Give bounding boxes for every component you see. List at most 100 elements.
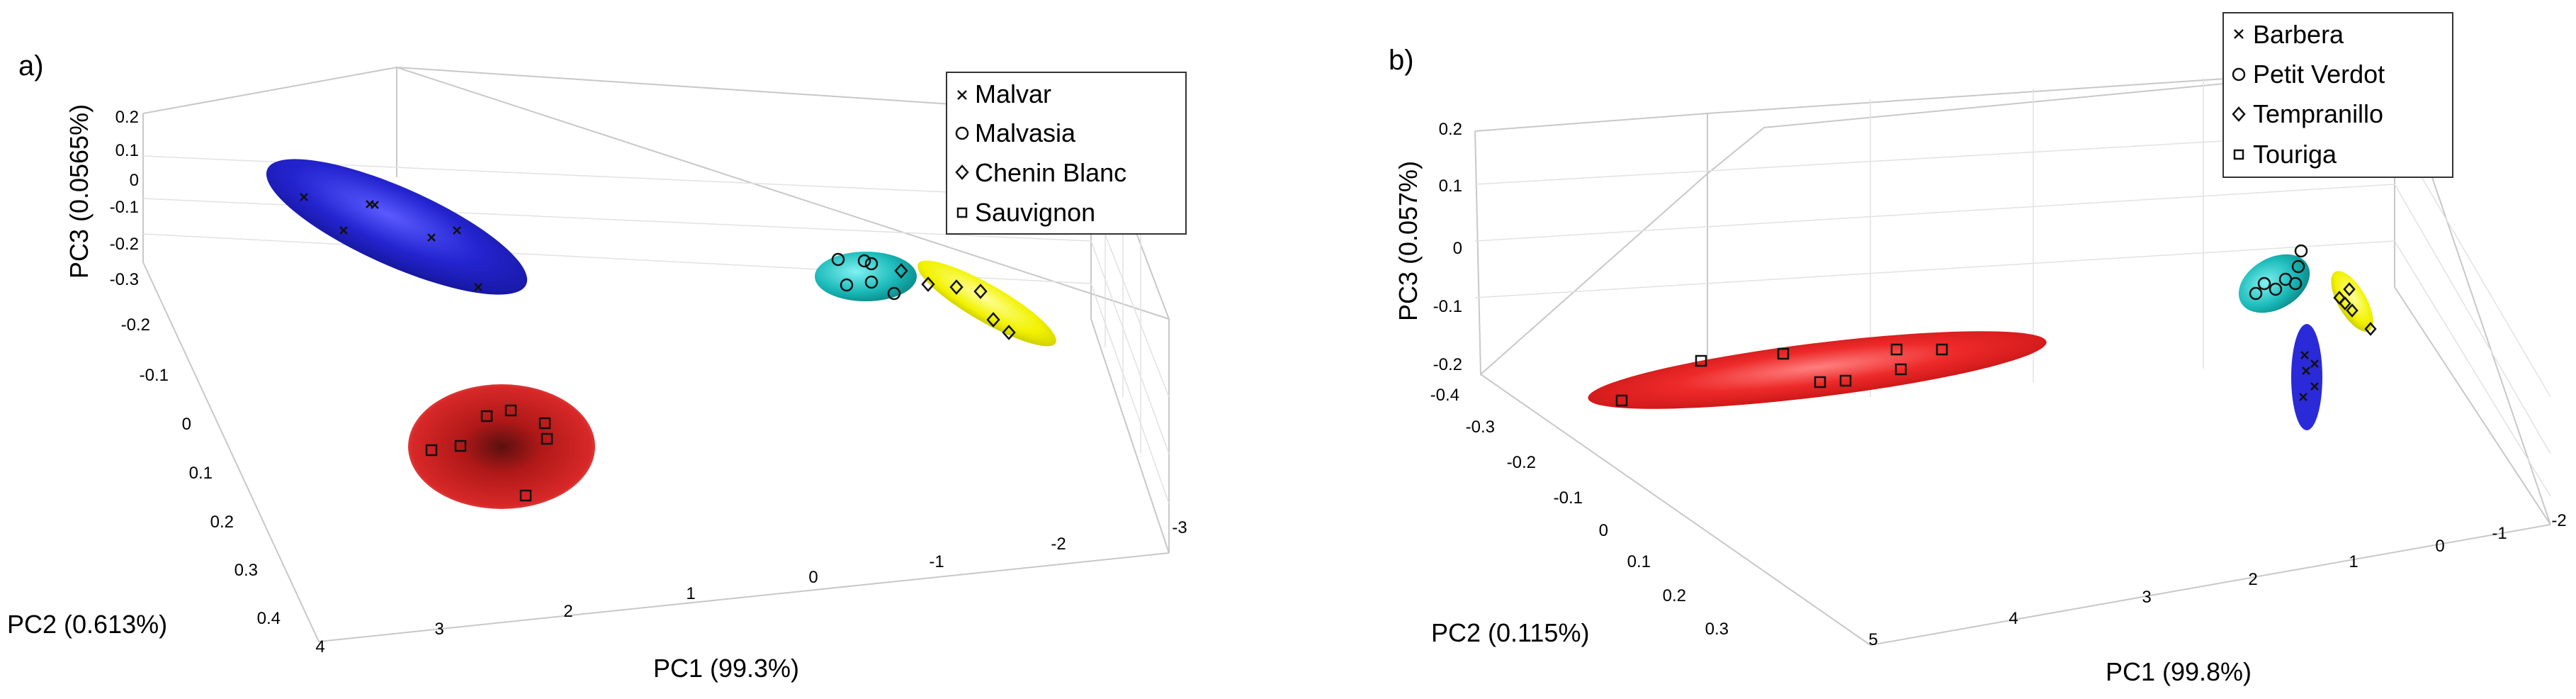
sauvignon-point xyxy=(541,432,553,445)
y-tick: 0.2 xyxy=(210,513,234,532)
x-tick: -1 xyxy=(929,552,944,571)
touriga-point xyxy=(1894,363,1907,376)
y-tick: 0 xyxy=(182,415,191,434)
panel-a-markers xyxy=(300,193,1016,502)
sauvignon-point xyxy=(425,444,438,457)
touriga-point xyxy=(1777,347,1790,360)
touriga-point xyxy=(1814,376,1826,388)
malvasia-point xyxy=(864,275,879,289)
malvar-point xyxy=(453,226,461,235)
x-marker-icon xyxy=(957,90,967,100)
barbera-point xyxy=(2302,367,2310,375)
y-tick: 0.3 xyxy=(235,561,258,580)
malvar-points xyxy=(300,193,482,291)
petit-verdot-points xyxy=(2249,244,2308,301)
legend-entry-malvasia: Malvasia xyxy=(975,118,1076,147)
y-tick: 0.3 xyxy=(1705,620,1729,639)
tempranillo-point xyxy=(2339,296,2351,311)
x-tick: 3 xyxy=(2142,588,2151,607)
panel-b-legend-box xyxy=(2222,12,2453,178)
chenin-blanc-point xyxy=(949,279,964,295)
z-tick: -0.1 xyxy=(110,198,139,217)
chenin-blanc-points xyxy=(894,263,1016,340)
legend-entry-chenin-blanc: Chenin Blanc xyxy=(975,158,1126,187)
panel-b: b) 0.2 0.1 0 -0.1 -0.2 xyxy=(1389,12,2567,686)
z-tick: 0 xyxy=(1453,239,1462,258)
x-tick: 0 xyxy=(2435,537,2444,556)
malvasia-point xyxy=(864,257,879,271)
legend-entry-petit-verdot: Petit Verdot xyxy=(2253,60,2385,89)
panel-b-markers xyxy=(1615,244,2377,407)
malvasia-point xyxy=(831,252,845,267)
touriga-point xyxy=(1890,343,1903,356)
malvasia-point xyxy=(887,286,901,301)
legend-entry-sauvignon: Sauvignon xyxy=(975,198,1095,227)
tempranillo-point xyxy=(2343,282,2356,296)
panel-a-label: a) xyxy=(18,50,44,82)
malvasia-points xyxy=(831,252,901,301)
legend-entry-barbera: Barbera xyxy=(2253,20,2344,49)
petit-verdot-point xyxy=(2288,276,2303,291)
panel-b-x-ticks: 5 4 3 2 1 0 -1 -2 xyxy=(1868,511,2566,649)
y-tick: -0.4 xyxy=(1430,386,1459,405)
x-tick: -1 xyxy=(2492,524,2507,543)
x-tick: 1 xyxy=(686,584,695,603)
panel-b-y-ticks: -0.4 -0.3 -0.2 -0.1 0 0.1 0.2 0.3 xyxy=(1430,386,1729,639)
chenin-blanc-point xyxy=(986,312,1000,328)
y-tick: -0.3 xyxy=(1466,418,1495,437)
panel-a-y-ticks: -0.3 -0.2 -0.1 0 0.1 0.2 0.3 0.4 xyxy=(110,270,281,628)
sauvignon-point xyxy=(480,410,493,423)
y-tick: 0.1 xyxy=(189,464,213,483)
z-tick: 0 xyxy=(130,171,139,190)
legend-entry-tempranillo: Tempranillo xyxy=(2253,99,2383,128)
sauvignon-point xyxy=(538,417,551,430)
x-tick: 4 xyxy=(315,637,324,656)
malvar-ellipsoid xyxy=(266,159,528,295)
y-tick: -0.2 xyxy=(1507,453,1536,472)
tempranillo-points xyxy=(2333,282,2377,336)
malvar-point xyxy=(339,226,348,235)
y-tick: 0.2 xyxy=(1663,586,1686,605)
touriga-ellipsoid xyxy=(1588,331,2047,409)
panel-a: a) 0.2 0.1 0 -0.1 xyxy=(7,50,1187,683)
panel-a-xlabel: PC1 (99.3%) xyxy=(653,654,799,683)
y-tick: -0.1 xyxy=(140,366,169,385)
petit-verdot-point xyxy=(2294,244,2308,258)
legend-entry-touriga: Touriga xyxy=(2253,140,2337,169)
barbera-ellipsoid xyxy=(2291,324,2322,430)
legend-entry-malvar: Malvar xyxy=(975,79,1051,108)
touriga-points xyxy=(1615,343,1948,407)
tempranillo-point xyxy=(2364,322,2377,336)
sauvignon-points xyxy=(425,404,553,502)
panel-a-legend-box xyxy=(946,72,1187,235)
chenin-blanc-point xyxy=(921,276,935,292)
malvar-point xyxy=(427,233,436,242)
z-tick: 0.1 xyxy=(115,141,139,160)
circle-marker-icon xyxy=(955,126,969,140)
chenin-blanc-point xyxy=(973,284,988,299)
petit-verdot-point xyxy=(2249,286,2263,301)
x-tick: -2 xyxy=(2551,511,2566,530)
panel-b-zlabel: PC3 (0.057%) xyxy=(1394,161,1423,321)
petit-verdot-point xyxy=(2269,282,2283,296)
panel-b-label: b) xyxy=(1389,45,1414,76)
panel-a-ellipsoids xyxy=(266,159,1056,509)
malvar-point xyxy=(474,283,482,291)
y-tick: 0.1 xyxy=(1627,552,1651,571)
square-marker-icon xyxy=(956,207,968,218)
z-tick: -0.2 xyxy=(110,235,139,254)
panel-b-z-ticks: 0.2 0.1 0 -0.1 -0.2 xyxy=(1433,120,1462,374)
x-tick: 1 xyxy=(2349,552,2358,571)
panel-b-ellipsoids xyxy=(1588,254,2373,430)
diamond-marker-icon xyxy=(2232,106,2246,122)
sauvignon-ellipsoid xyxy=(408,384,595,509)
barbera-points xyxy=(2299,351,2319,401)
panel-a-legend: Malvar Malvasia Chenin Blanc Sauvignon xyxy=(946,72,1187,235)
barbera-point xyxy=(2310,382,2319,391)
panel-a-zlabel: PC3 (0.0565%) xyxy=(64,104,94,279)
x-tick: 0 xyxy=(808,568,818,587)
y-tick: 0 xyxy=(1599,521,1608,540)
touriga-point xyxy=(1615,394,1628,407)
panel-a-z-ticks: 0.2 0.1 0 -0.1 -0.2 xyxy=(110,108,139,254)
